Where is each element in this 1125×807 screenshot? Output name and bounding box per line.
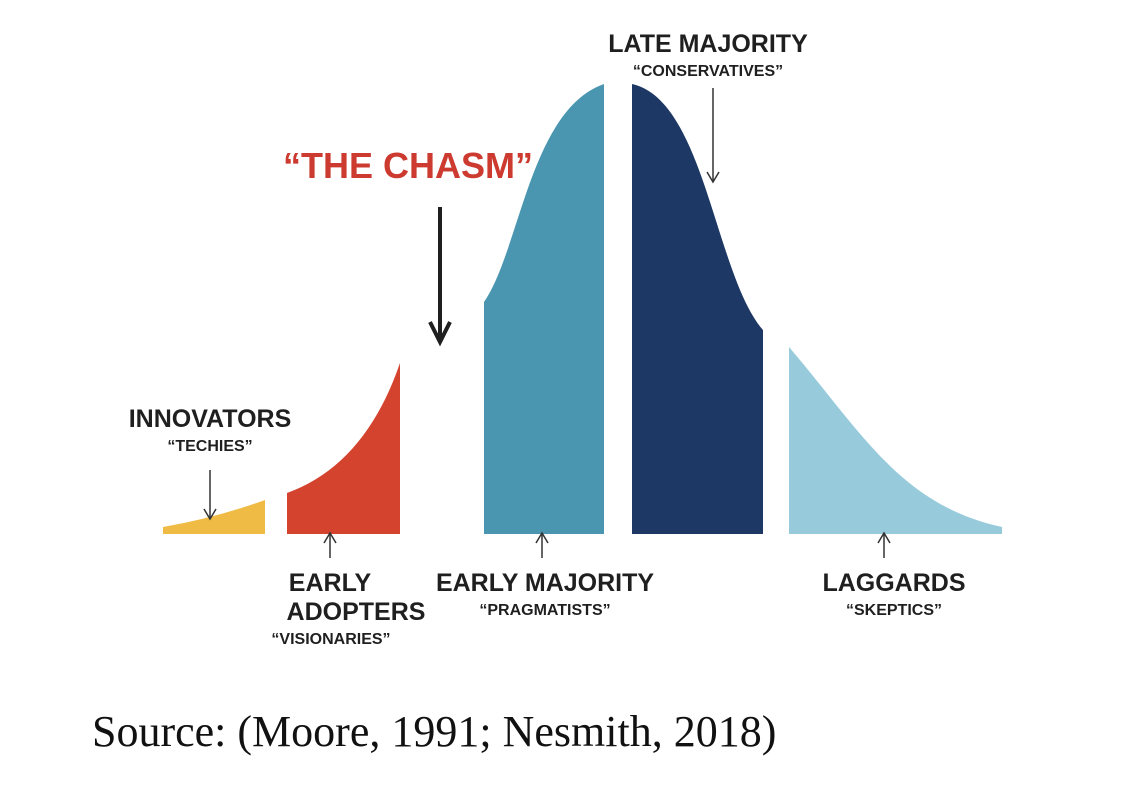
early-majority-title: EARLY MAJORITY [436,569,654,597]
chasm-label: “THE CHASM” [283,145,533,186]
early-majority-arrow [535,531,549,558]
segment-early-adopters [287,363,400,534]
early-adopters-title-line2: ADOPTERS [287,598,426,626]
source-citation: Source: (Moore, 1991; Nesmith, 2018) [92,707,777,756]
early-adopters-subtitle: “VISIONARIES” [271,631,390,648]
early-majority-subtitle: “PRAGMATISTS” [479,602,610,619]
innovators-arrow [203,470,217,521]
late-majority-arrow [706,88,720,184]
innovators-subtitle: “TECHIES” [167,438,252,455]
chasm-arrow [428,207,452,347]
early-adopters-title-line1: EARLY [289,569,372,597]
innovators-title: INNOVATORS [129,405,292,433]
late-majority-title: LATE MAJORITY [608,30,808,58]
laggards-title: LAGGARDS [822,569,965,597]
segment-early-majority [484,84,604,534]
early-adopters-arrow [323,531,337,558]
segment-late-majority [632,84,763,534]
laggards-subtitle: “SKEPTICS” [846,602,942,619]
late-majority-subtitle: “CONSERVATIVES” [633,63,783,80]
laggards-arrow [877,531,891,558]
segment-laggards [789,347,1002,534]
segment-innovators [163,500,265,534]
